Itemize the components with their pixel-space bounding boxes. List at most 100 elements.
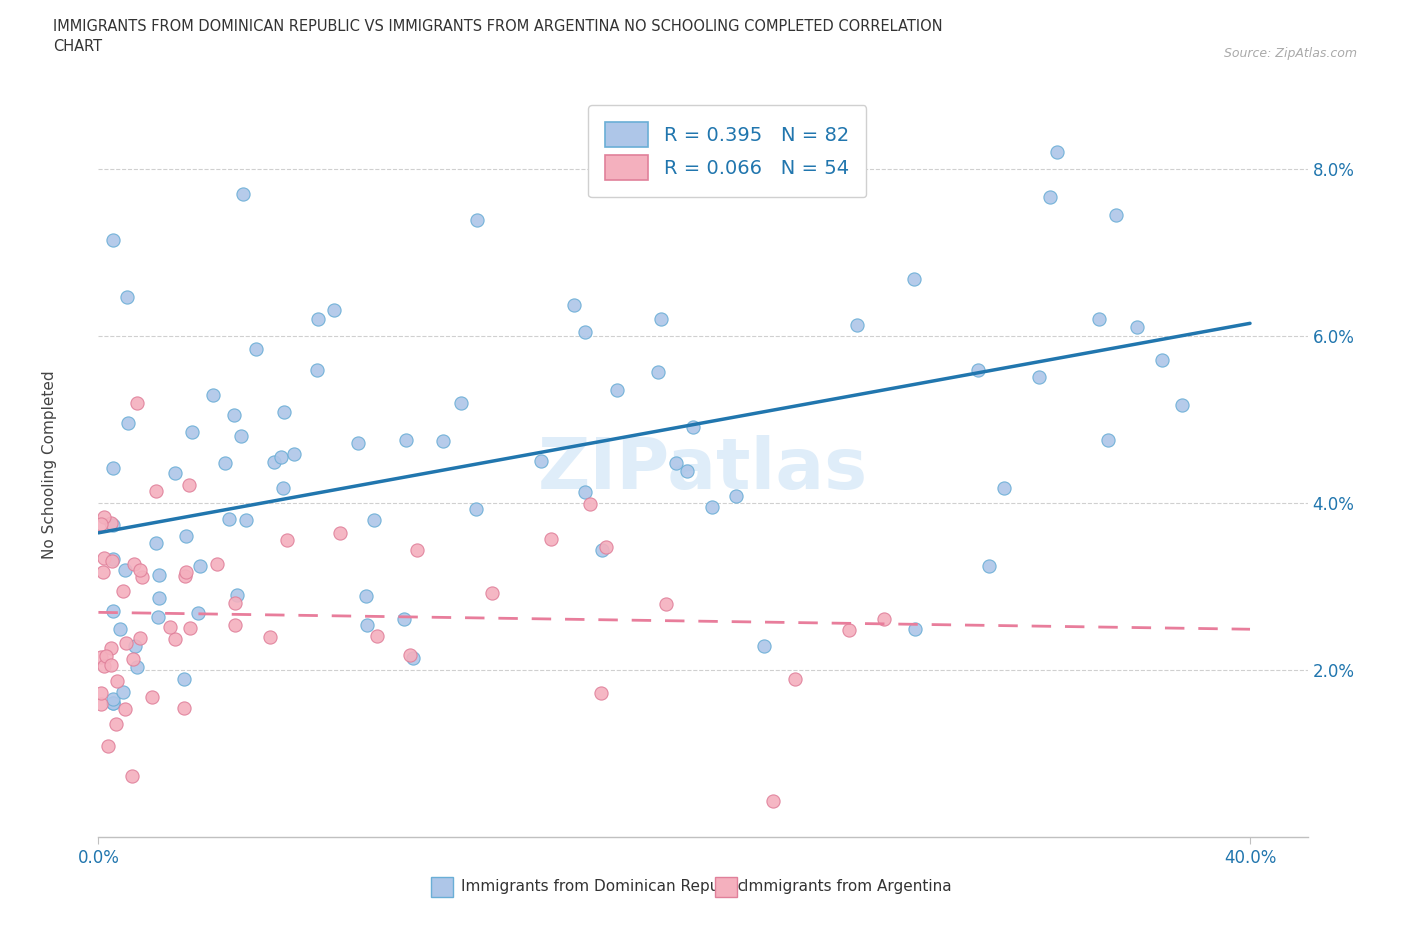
Point (785, 671, 807, 686)
Point (148, 568, 170, 583)
Point (700, 499, 723, 514)
Point (100, 515, 122, 530)
Point (872, 611, 894, 626)
Point (966, 363, 988, 378)
Point (90, 685, 112, 700)
Point (122, 651, 145, 666)
Point (977, 559, 1000, 574)
Point (90, 697, 112, 711)
Point (465, 213, 488, 228)
Point (101, 603, 124, 618)
Text: No Schooling Completed: No Schooling Completed (42, 371, 56, 559)
Point (232, 187, 254, 202)
Point (1104, 207, 1126, 222)
Point (159, 619, 181, 634)
Point (283, 446, 305, 461)
Point (307, 312, 329, 326)
Point (105, 716, 128, 731)
Point (101, 460, 124, 475)
Point (100, 641, 122, 656)
Text: IMMIGRANTS FROM DOMINICAN REPUBLIC VS IMMIGRANTS FROM ARGENTINA NO SCHOOLING COM: IMMIGRANTS FROM DOMINICAN REPUBLIC VS IM… (53, 19, 943, 33)
Point (481, 586, 503, 601)
Point (91, 565, 114, 579)
Point (173, 671, 195, 686)
Point (1039, 190, 1062, 205)
Point (1028, 370, 1050, 385)
Point (395, 432, 418, 447)
Point (398, 648, 420, 663)
Point (100, 658, 122, 672)
Point (1126, 319, 1149, 334)
Point (406, 542, 429, 557)
Bar (432, 877, 453, 897)
Point (121, 768, 143, 783)
Point (181, 424, 204, 439)
Point (108, 621, 131, 636)
Point (724, 488, 747, 503)
Point (904, 622, 927, 637)
Legend: R = 0.395   N = 82, R = 0.066   N = 54: R = 0.395 N = 82, R = 0.066 N = 54 (588, 105, 866, 197)
Point (101, 554, 124, 569)
Point (163, 631, 186, 646)
Point (224, 595, 246, 610)
Text: CHART: CHART (53, 39, 103, 54)
Point (682, 419, 704, 434)
Point (115, 635, 138, 650)
Point (838, 622, 860, 637)
Point (650, 312, 672, 327)
Text: Immigrants from Argentina: Immigrants from Argentina (744, 880, 952, 895)
Point (188, 558, 211, 573)
Point (270, 449, 292, 464)
Point (591, 686, 613, 701)
Point (465, 501, 488, 516)
Point (145, 484, 167, 498)
Point (754, 639, 776, 654)
Point (845, 317, 868, 332)
Point (903, 272, 925, 286)
Bar (716, 877, 737, 897)
Point (322, 302, 344, 317)
Point (174, 528, 197, 543)
Point (90, 650, 112, 665)
Point (273, 405, 295, 419)
Point (141, 689, 163, 704)
Point (131, 570, 153, 585)
Text: ZIPatlas: ZIPatlas (538, 435, 868, 504)
Point (224, 618, 246, 632)
Point (329, 525, 352, 540)
Point (993, 481, 1015, 496)
Point (432, 433, 454, 448)
Point (402, 650, 425, 665)
Point (101, 517, 124, 532)
Point (125, 660, 148, 675)
Point (112, 684, 135, 699)
Point (93, 510, 115, 525)
Point (450, 395, 472, 410)
Point (173, 700, 195, 715)
Point (346, 435, 368, 450)
Point (214, 455, 236, 470)
Point (117, 416, 139, 431)
Point (540, 532, 562, 547)
Point (263, 455, 285, 470)
Point (218, 512, 240, 526)
Point (675, 463, 697, 478)
Point (105, 673, 128, 688)
Point (574, 325, 596, 339)
Point (101, 551, 124, 566)
Point (101, 696, 124, 711)
Point (530, 454, 553, 469)
Point (114, 563, 136, 578)
Point (259, 630, 281, 644)
Point (226, 587, 249, 602)
Point (114, 702, 136, 717)
Point (363, 512, 385, 527)
Point (245, 341, 267, 356)
Point (163, 466, 186, 481)
Point (122, 557, 145, 572)
Point (129, 563, 152, 578)
Point (665, 456, 688, 471)
Point (103, 692, 125, 707)
Point (205, 557, 228, 572)
Point (579, 496, 602, 511)
